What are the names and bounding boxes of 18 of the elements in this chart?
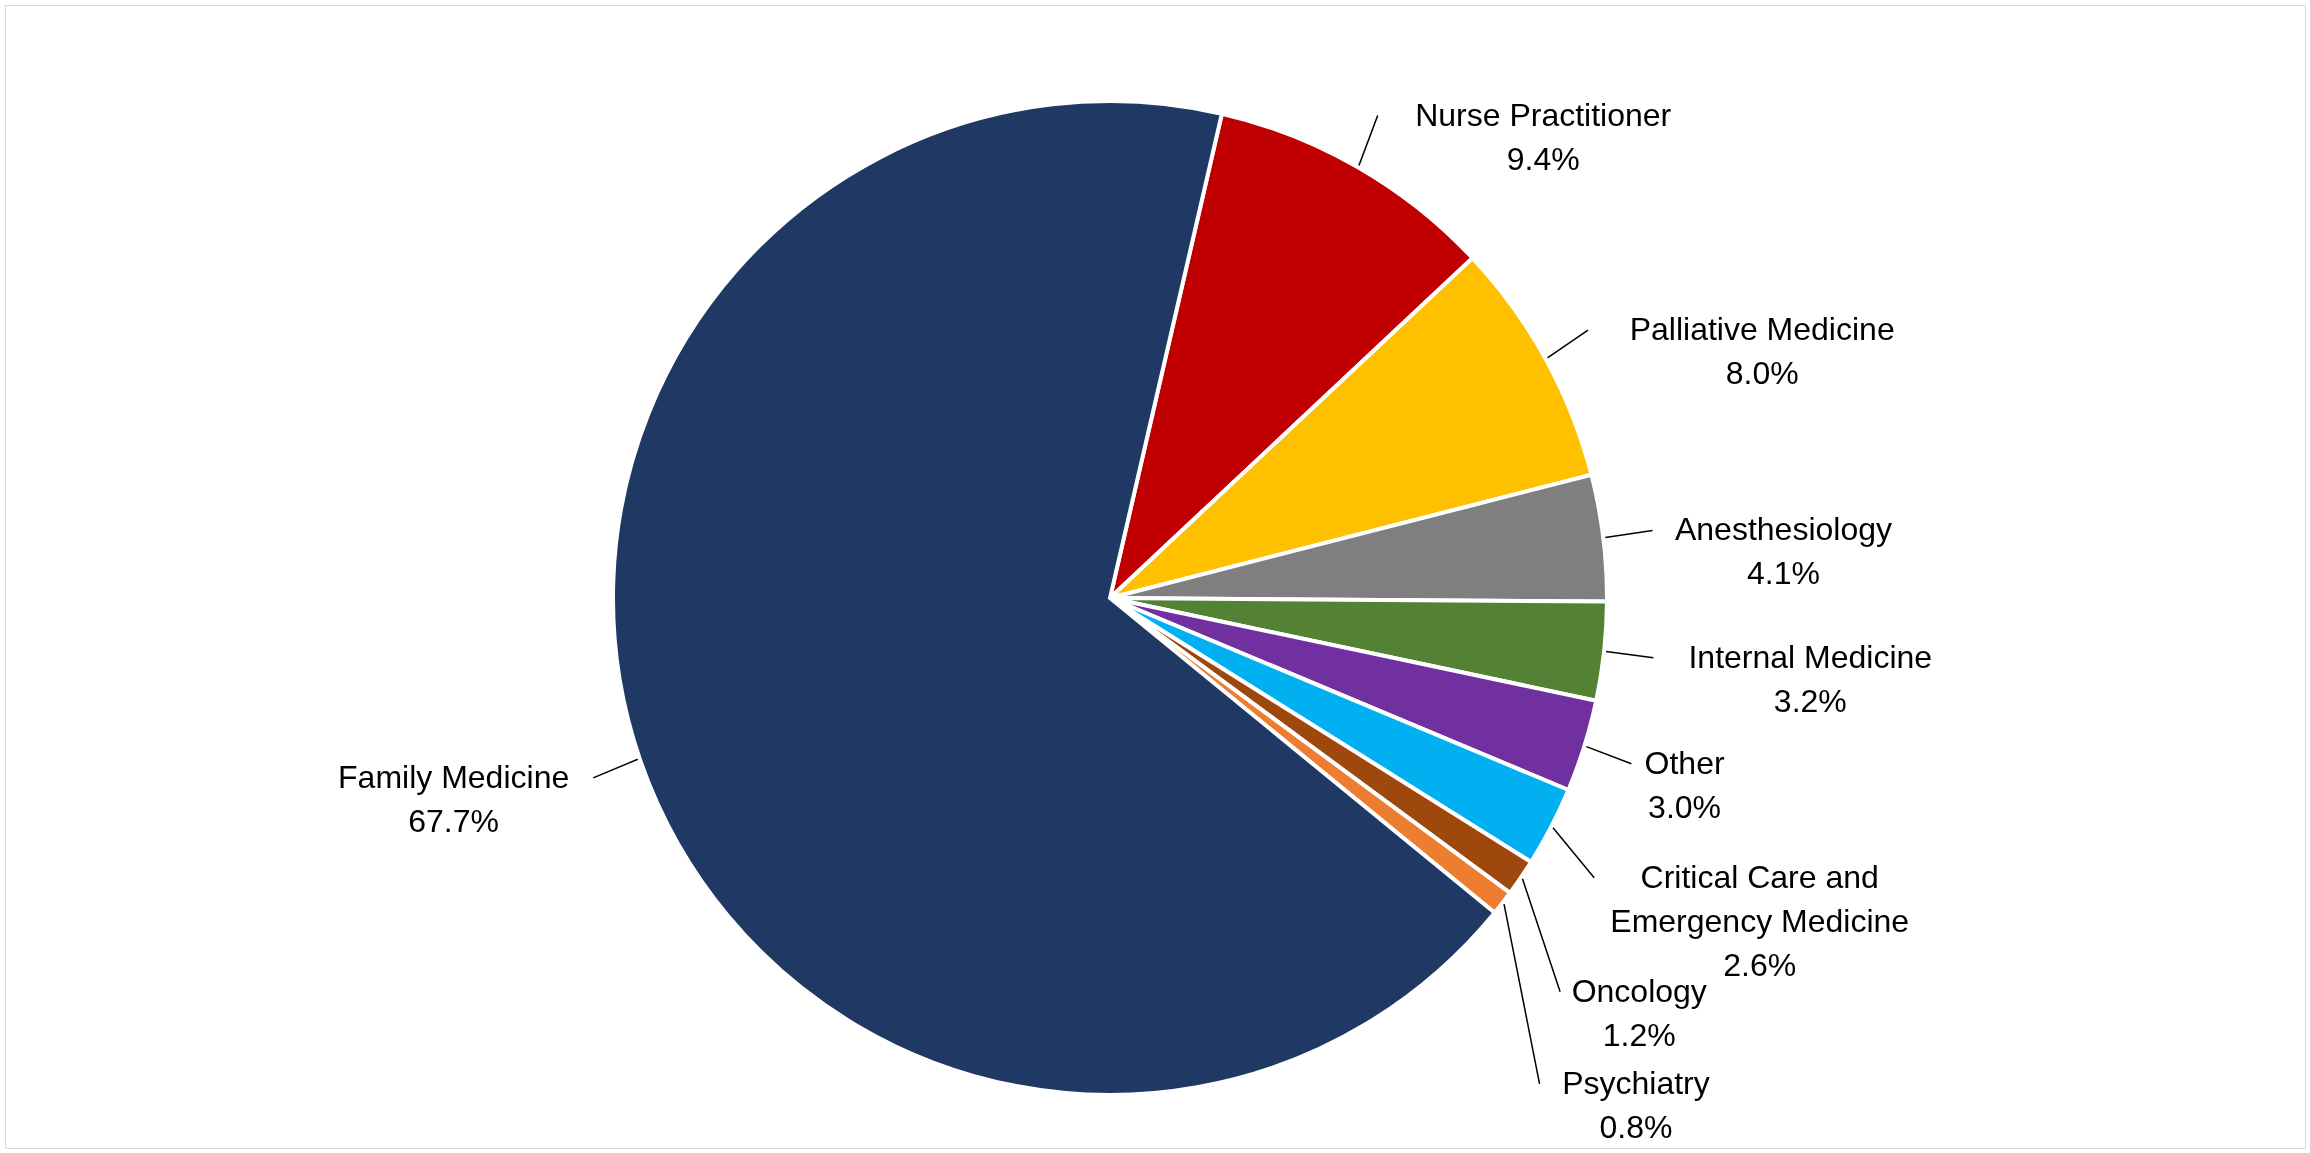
data-label: 0.8% [1599, 1108, 1673, 1145]
slice-label: Family Medicine [338, 758, 570, 795]
data-label: 67.7% [408, 802, 499, 839]
data-label: 1.2% [1602, 1016, 1676, 1053]
data-label: 8.0% [1725, 355, 1799, 392]
slice-label: Other [1644, 744, 1725, 781]
data-label: 2.6% [1723, 946, 1797, 983]
data-label: 3.2% [1773, 682, 1847, 719]
slice-label: Nurse Practitioner [1415, 96, 1672, 133]
slice-label: Anesthesiology [1674, 511, 1892, 548]
data-label: 9.4% [1506, 140, 1580, 177]
slice-label: Oncology [1571, 972, 1707, 1009]
slice-label: Critical Care and Emergency Medicine [1610, 858, 1910, 939]
data-label: 4.1% [1747, 555, 1820, 592]
slice-label: Internal Medicine [1688, 638, 1933, 675]
slice-label: Psychiatry [1562, 1064, 1710, 1101]
slice-label: Palliative Medicine [1629, 311, 1895, 348]
data-label: 3.0% [1648, 788, 1722, 825]
